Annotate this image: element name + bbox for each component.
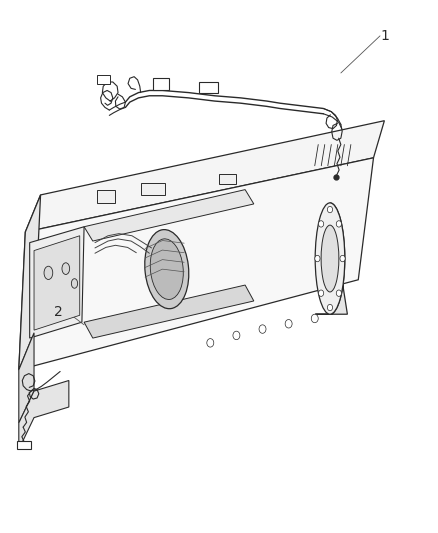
Circle shape [259,325,266,333]
Polygon shape [84,190,254,241]
Polygon shape [19,381,69,449]
Polygon shape [84,285,254,338]
FancyBboxPatch shape [199,82,218,93]
Circle shape [315,255,320,262]
FancyBboxPatch shape [219,174,237,184]
FancyBboxPatch shape [153,78,170,91]
Ellipse shape [315,203,345,314]
Text: 2: 2 [53,304,62,319]
Circle shape [336,290,342,296]
Polygon shape [34,236,80,330]
Text: 1: 1 [380,29,389,43]
Ellipse shape [150,239,184,300]
Circle shape [340,255,345,262]
FancyBboxPatch shape [97,190,115,203]
Circle shape [207,338,214,347]
Polygon shape [315,203,347,314]
Polygon shape [30,227,84,338]
Circle shape [233,331,240,340]
Polygon shape [19,195,41,370]
Ellipse shape [44,266,53,279]
Polygon shape [19,158,374,370]
Circle shape [336,221,342,227]
Polygon shape [25,120,385,232]
Circle shape [327,304,332,311]
Circle shape [318,221,324,227]
FancyBboxPatch shape [97,75,110,84]
Ellipse shape [71,279,78,288]
Ellipse shape [145,230,189,309]
Circle shape [285,319,292,328]
Circle shape [327,206,332,213]
FancyBboxPatch shape [17,441,32,449]
Circle shape [318,290,324,296]
Ellipse shape [62,263,70,274]
FancyBboxPatch shape [141,183,165,195]
Ellipse shape [321,225,339,292]
Circle shape [311,314,318,322]
Polygon shape [19,333,34,423]
